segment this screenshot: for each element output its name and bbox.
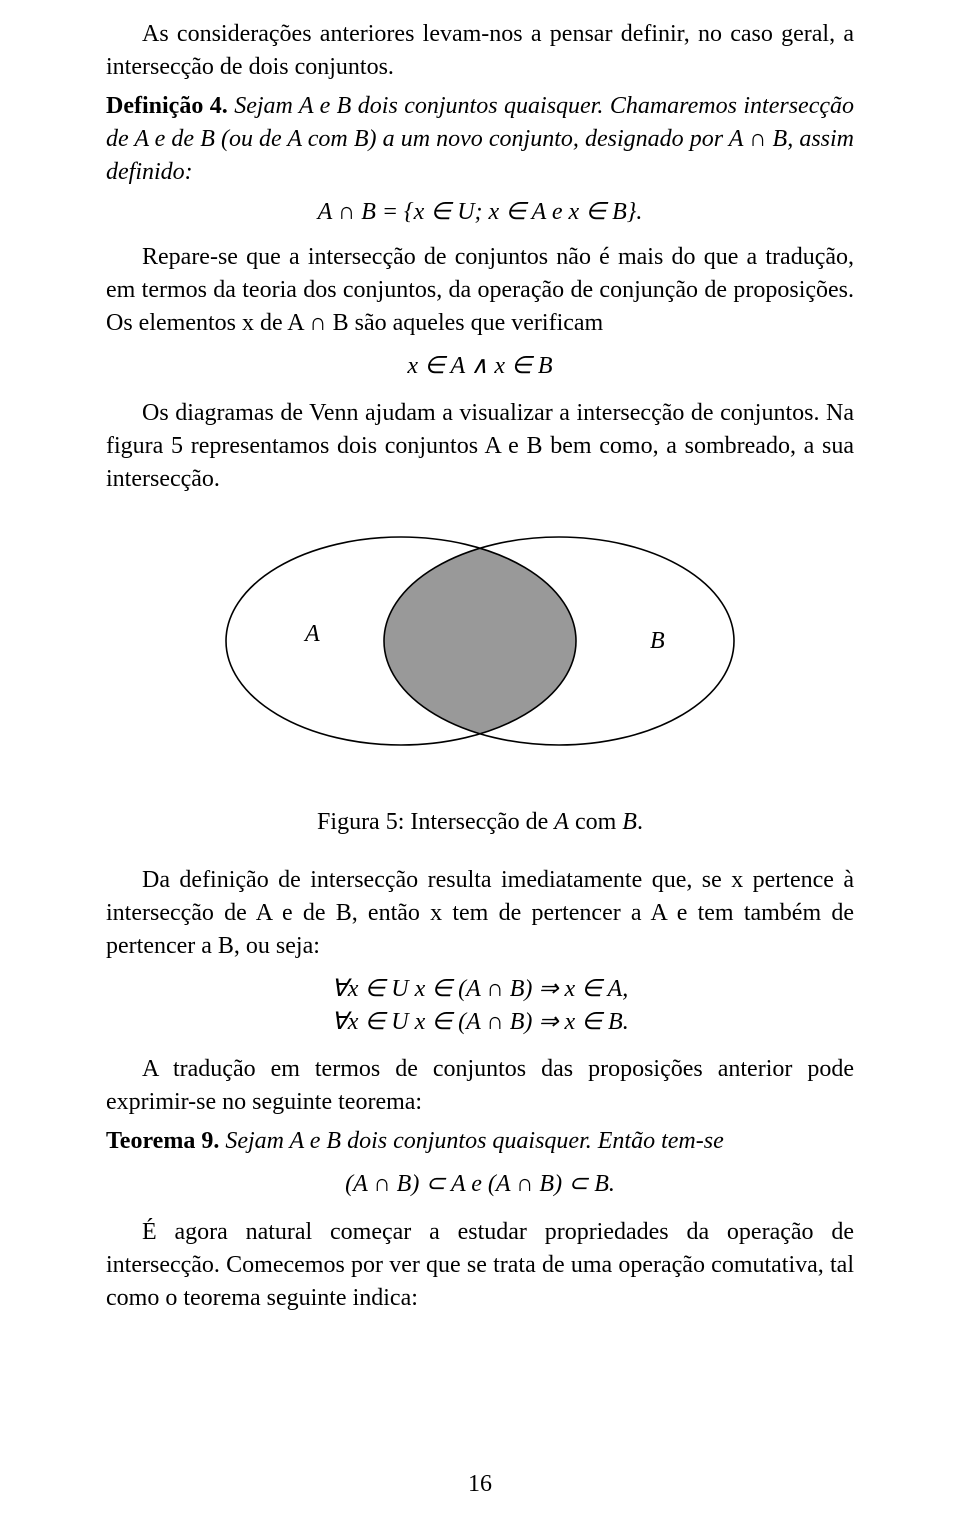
equation-conjunction: x ∈ A ∧ x ∈ B bbox=[106, 350, 854, 383]
equation-impl-2: ∀x ∈ U x ∈ (A ∩ B) ⇒ x ∈ B. bbox=[331, 1006, 628, 1039]
venn-label-a: A bbox=[303, 621, 320, 647]
figure-5-venn: A B bbox=[106, 526, 854, 756]
figure-caption-pre: Figura 5: Intersecção de bbox=[317, 809, 554, 835]
paragraph-translation: Repare-se que a intersecção de conjuntos… bbox=[106, 241, 854, 340]
paragraph-venn-intro: Os diagramas de Venn ajudam a visualizar… bbox=[106, 397, 854, 496]
page: As considerações anteriores levam-nos a … bbox=[0, 0, 960, 1523]
equation-theorem-9: (A ∩ B) ⊂ A e (A ∩ B) ⊂ B. bbox=[106, 1168, 854, 1201]
theorem-9: Teorema 9. Sejam A e B dois conjuntos qu… bbox=[106, 1125, 854, 1158]
figure-caption-end: . bbox=[637, 809, 643, 835]
definition-4-label: Definição 4. bbox=[106, 93, 228, 119]
paragraph-intro: As considerações anteriores levam-nos a … bbox=[106, 18, 854, 84]
theorem-9-body: Sejam A e B dois conjuntos quaisquer. En… bbox=[225, 1128, 723, 1154]
venn-label-b: B bbox=[650, 628, 665, 654]
equation-implications: ∀x ∈ U x ∈ (A ∩ B) ⇒ x ∈ A, ∀x ∈ U x ∈ (… bbox=[106, 973, 854, 1039]
equation-impl-1: ∀x ∈ U x ∈ (A ∩ B) ⇒ x ∈ A, bbox=[331, 973, 628, 1006]
figure-caption-mid: com bbox=[569, 809, 622, 835]
figure-5-caption: Figura 5: Intersecção de A com B. bbox=[106, 806, 854, 839]
definition-4: Definição 4. Sejam A e B dois conjuntos … bbox=[106, 90, 854, 189]
theorem-9-label: Teorema 9. bbox=[106, 1128, 219, 1154]
paragraph-translation-2: A tradução em termos de conjuntos das pr… bbox=[106, 1053, 854, 1119]
figure-caption-B: B bbox=[622, 809, 637, 835]
paragraph-closing: É agora natural começar a estudar propri… bbox=[106, 1216, 854, 1315]
paragraph-consequence: Da definição de intersecção resulta imed… bbox=[106, 864, 854, 963]
venn-intersection bbox=[384, 537, 734, 745]
venn-diagram: A B bbox=[210, 526, 750, 756]
page-number: 16 bbox=[0, 1468, 960, 1501]
figure-caption-A: A bbox=[554, 809, 569, 835]
equation-def4: A ∩ B = {x ∈ U; x ∈ A e x ∈ B}. bbox=[106, 196, 854, 229]
